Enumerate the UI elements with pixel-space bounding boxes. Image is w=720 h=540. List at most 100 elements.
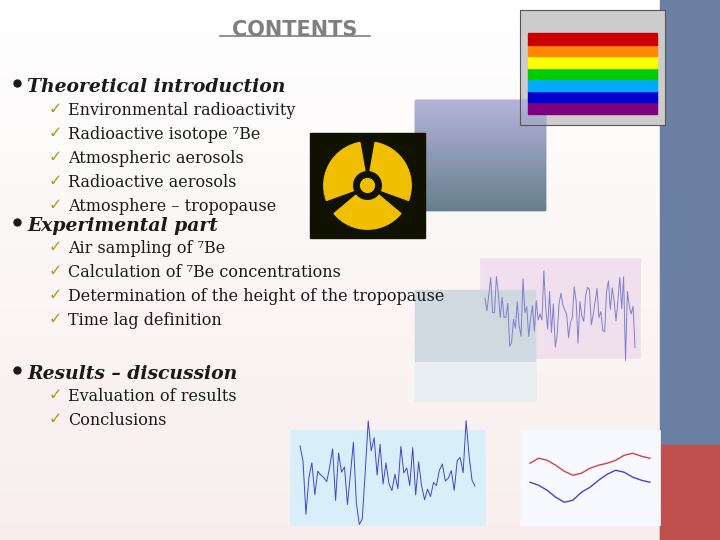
Bar: [415, 361, 535, 400]
Bar: [415, 136, 545, 137]
Circle shape: [361, 179, 374, 192]
Bar: [415, 179, 545, 180]
Bar: [415, 143, 545, 144]
Bar: [415, 140, 545, 141]
Bar: [520, 430, 660, 525]
Bar: [415, 103, 545, 104]
Bar: [415, 170, 545, 171]
Bar: [415, 145, 545, 146]
Bar: [415, 100, 545, 101]
Bar: [415, 203, 545, 204]
Bar: [415, 198, 545, 199]
Bar: [415, 163, 545, 164]
Text: ✓: ✓: [48, 102, 62, 117]
Bar: [415, 110, 545, 111]
Bar: [415, 108, 545, 109]
Wedge shape: [324, 143, 367, 200]
Bar: [528, 33, 657, 44]
Bar: [290, 430, 485, 525]
Bar: [415, 204, 545, 205]
Bar: [415, 168, 545, 169]
Bar: [415, 171, 545, 172]
Bar: [415, 119, 545, 120]
Bar: [415, 131, 545, 132]
Text: Results – discussion: Results – discussion: [27, 365, 238, 383]
Bar: [415, 127, 545, 128]
Bar: [415, 164, 545, 165]
Bar: [415, 150, 545, 151]
Bar: [415, 105, 545, 106]
Text: Determination of the height of the tropopause: Determination of the height of the tropo…: [68, 288, 444, 305]
Bar: [415, 187, 545, 188]
Bar: [528, 56, 657, 68]
Text: Radioactive aerosols: Radioactive aerosols: [68, 174, 236, 191]
Bar: [415, 141, 545, 142]
Bar: [415, 135, 545, 136]
Bar: [415, 184, 545, 185]
Bar: [415, 121, 545, 122]
Text: ✓: ✓: [48, 198, 62, 213]
Bar: [415, 162, 545, 163]
Bar: [415, 180, 545, 181]
Bar: [415, 182, 545, 183]
Bar: [415, 116, 545, 117]
Bar: [415, 173, 545, 174]
Text: Experimental part: Experimental part: [27, 217, 218, 235]
Bar: [415, 106, 545, 107]
Bar: [520, 10, 665, 125]
Text: Evaluation of results: Evaluation of results: [68, 388, 237, 405]
Text: ✓: ✓: [48, 312, 62, 327]
Bar: [415, 144, 545, 145]
Bar: [415, 130, 545, 131]
Bar: [415, 126, 545, 127]
Bar: [415, 206, 545, 207]
Bar: [415, 142, 545, 143]
Bar: [415, 133, 545, 134]
Bar: [415, 183, 545, 184]
Bar: [415, 189, 545, 190]
Bar: [660, 445, 720, 540]
Bar: [415, 167, 545, 168]
Circle shape: [354, 172, 382, 199]
Bar: [415, 148, 545, 149]
Text: ✓: ✓: [48, 126, 62, 141]
Bar: [415, 193, 545, 194]
Bar: [415, 172, 545, 173]
Wedge shape: [334, 186, 401, 229]
Bar: [415, 290, 535, 400]
Bar: [415, 107, 545, 108]
Bar: [415, 129, 545, 130]
Bar: [415, 104, 545, 105]
Bar: [415, 181, 545, 182]
Text: Time lag definition: Time lag definition: [68, 312, 222, 329]
Bar: [415, 123, 545, 124]
Bar: [415, 199, 545, 200]
Bar: [415, 111, 545, 112]
Bar: [415, 201, 545, 202]
Bar: [415, 160, 545, 161]
Bar: [415, 118, 545, 119]
Bar: [415, 209, 545, 210]
Bar: [415, 113, 545, 114]
Bar: [415, 114, 545, 115]
Text: ✓: ✓: [48, 150, 62, 165]
Bar: [415, 190, 545, 191]
Bar: [520, 10, 665, 125]
Bar: [415, 208, 545, 209]
Bar: [480, 258, 640, 358]
Bar: [415, 191, 545, 192]
Bar: [415, 192, 545, 193]
Bar: [415, 197, 545, 198]
Bar: [415, 153, 545, 154]
Bar: [660, 0, 720, 540]
Bar: [415, 195, 545, 196]
Bar: [415, 120, 545, 121]
Bar: [415, 122, 545, 123]
Bar: [415, 177, 545, 178]
Bar: [415, 151, 545, 152]
Bar: [415, 101, 545, 102]
Wedge shape: [367, 143, 411, 200]
Bar: [415, 125, 545, 126]
Bar: [415, 207, 545, 208]
Bar: [415, 165, 545, 166]
